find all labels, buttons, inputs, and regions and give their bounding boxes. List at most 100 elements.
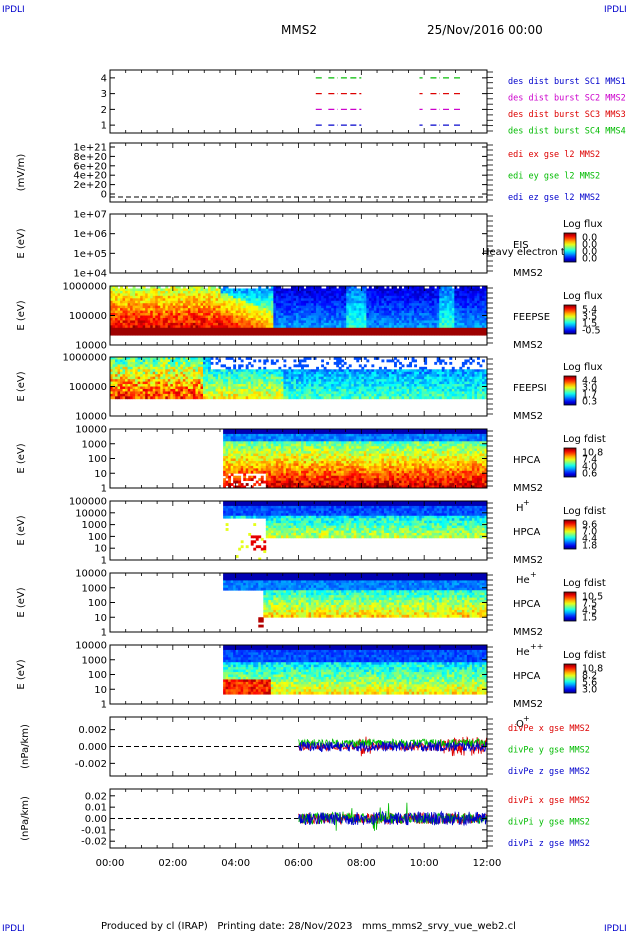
heatmap-cell xyxy=(479,325,483,329)
heatmap-cell xyxy=(240,295,244,299)
heatmap-cell xyxy=(441,330,445,334)
heatmap-cell xyxy=(125,330,128,334)
heatmap-cell xyxy=(383,308,387,311)
heatmap-cell xyxy=(135,376,139,380)
heatmap-cell xyxy=(243,384,247,387)
heatmap-cell xyxy=(192,369,196,373)
heatmap-cell xyxy=(388,288,392,292)
heatmap-cell xyxy=(215,315,219,319)
heatmap-cell xyxy=(120,396,123,400)
heatmap-cell xyxy=(368,308,372,311)
heatmap-cell xyxy=(243,300,247,304)
heatmap-cell xyxy=(187,286,191,289)
heatmap-cell xyxy=(185,361,189,365)
heatmap-cell xyxy=(429,310,433,314)
heatmap-cell xyxy=(225,315,229,319)
heatmap-cell xyxy=(213,290,216,294)
heatmap-cell xyxy=(215,374,219,378)
heatmap-cell xyxy=(248,393,252,397)
heatmap-cell xyxy=(137,295,141,299)
heatmap-cell xyxy=(150,384,154,387)
heatmap-cell xyxy=(401,371,405,375)
heatmap-cell xyxy=(476,305,480,309)
heatmap-cell xyxy=(421,393,425,397)
heatmap-cell xyxy=(293,332,297,336)
heatmap-cell xyxy=(391,290,395,294)
heatmap-cell xyxy=(456,325,460,329)
heatmap-cell xyxy=(474,320,478,324)
heatmap-cell xyxy=(185,388,189,392)
heatmap-cell xyxy=(295,293,299,297)
heatmap-cell xyxy=(268,393,272,397)
heatmap-cell xyxy=(404,325,407,329)
heatmap-cell xyxy=(466,286,470,289)
heatmap-cell xyxy=(140,366,144,370)
heatmap-cell xyxy=(245,371,249,375)
heatmap-cell xyxy=(275,388,279,392)
heatmap-cell xyxy=(150,369,154,373)
heatmap-cell xyxy=(202,369,206,373)
heatmap-cell xyxy=(446,300,450,304)
heatmap-cell xyxy=(439,325,443,329)
heatmap-cell xyxy=(429,388,433,392)
heatmap-cell xyxy=(220,386,224,390)
heatmap-cell xyxy=(112,288,116,292)
heatmap-cell xyxy=(230,325,234,329)
heatmap-cell xyxy=(202,391,206,395)
heatmap-cell xyxy=(295,298,299,302)
heatmap-cell xyxy=(471,315,475,319)
heatmap-cell xyxy=(386,290,390,294)
heatmap-cell xyxy=(321,396,325,400)
heatmap-cell xyxy=(208,366,211,370)
heatmap-cell xyxy=(295,391,299,395)
heatmap-cell xyxy=(313,386,317,390)
heatmap-cell xyxy=(122,388,126,392)
heatmap-cell xyxy=(205,305,209,309)
heatmap-cell xyxy=(228,313,232,316)
heatmap-cell xyxy=(336,290,340,294)
heatmap-cell xyxy=(411,320,415,324)
heatmap-cell xyxy=(409,303,412,307)
heatmap-cell xyxy=(353,298,357,302)
heatmap-cell xyxy=(253,303,257,307)
heatmap-cell xyxy=(238,393,242,397)
heatmap-cell xyxy=(150,315,154,319)
heatmap-cell xyxy=(187,366,191,370)
heatmap-cell xyxy=(316,381,319,385)
heatmap-cell xyxy=(255,298,259,302)
heatmap-cell xyxy=(401,381,405,385)
heatmap-cell xyxy=(243,388,247,392)
heatmap-cell xyxy=(361,298,365,302)
heatmap-cell xyxy=(167,359,171,363)
heatmap-cell xyxy=(409,295,412,299)
heatmap-cell xyxy=(192,305,196,309)
heatmap-cell xyxy=(127,388,131,392)
heatmap-cell xyxy=(210,322,214,326)
heatmap-cell xyxy=(409,332,412,336)
heatmap-cell xyxy=(358,322,362,326)
heatmap-cell xyxy=(348,364,352,368)
heatmap-cell xyxy=(253,327,257,331)
heatmap-cell xyxy=(388,295,392,299)
heatmap-cell xyxy=(195,379,199,382)
heatmap-cell xyxy=(378,303,382,307)
heatmap-cell xyxy=(323,313,327,316)
heatmap-cell xyxy=(240,298,244,302)
heatmap-cell xyxy=(147,361,151,365)
heatmap-cell xyxy=(409,386,412,390)
heatmap-cell xyxy=(185,379,189,382)
heatmap-cell xyxy=(165,320,169,324)
heatmap-cell xyxy=(240,290,244,294)
heatmap-cell xyxy=(175,322,179,326)
heatmap-cell xyxy=(394,369,397,373)
colorbar-tick-label: 0.0 xyxy=(582,240,597,251)
heatmap-cell xyxy=(245,384,249,387)
heatmap-cell xyxy=(401,295,405,299)
heatmap-cell xyxy=(399,393,402,397)
heatmap-cell xyxy=(434,310,438,314)
heatmap-cell xyxy=(127,330,131,334)
heatmap-cell xyxy=(140,364,144,368)
heatmap-cell xyxy=(213,298,216,302)
heatmap-cell xyxy=(195,393,199,397)
heatmap-cell xyxy=(351,303,355,307)
